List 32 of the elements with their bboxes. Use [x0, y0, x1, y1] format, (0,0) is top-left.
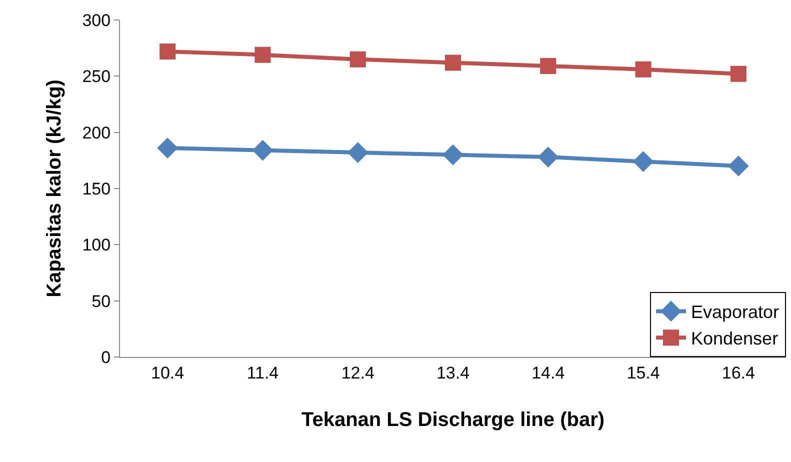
legend-label: Kondenser	[691, 328, 778, 349]
y-tick-label: 150	[82, 179, 111, 198]
y-tick-label: 0	[101, 348, 111, 367]
y-axis-title: Kapasitas kalor (kJ/kg)	[44, 80, 66, 298]
legend-label: Evaporator	[691, 302, 780, 322]
x-tick-label: 16.4	[722, 363, 755, 382]
point	[160, 43, 176, 60]
x-tick-label: 14.4	[532, 363, 565, 382]
y-tick-label: 250	[82, 67, 111, 86]
point	[350, 51, 366, 68]
point	[635, 61, 652, 78]
point	[442, 144, 464, 166]
point	[632, 151, 654, 172]
point	[730, 66, 746, 82]
x-tick-label: 12.4	[341, 363, 374, 382]
x-axis-title: Tekanan LS Discharge line (bar)	[301, 408, 605, 431]
point	[252, 140, 274, 161]
point	[728, 156, 749, 176]
x-tick-label: 11.4	[246, 363, 279, 382]
point	[157, 138, 178, 158]
x-tick-label: 13.4	[436, 363, 470, 382]
point	[538, 146, 559, 168]
y-tick-label: 50	[92, 292, 111, 311]
point	[540, 58, 556, 74]
x-tick-label: 15.4	[626, 363, 660, 382]
y-tick-label: 100	[82, 236, 111, 255]
y-tick-label: 300	[82, 10, 111, 30]
point	[445, 54, 461, 71]
point	[347, 142, 368, 163]
y-tick-label: 200	[82, 123, 111, 142]
point	[254, 46, 271, 63]
x-tick-label: 10.4	[151, 363, 184, 382]
